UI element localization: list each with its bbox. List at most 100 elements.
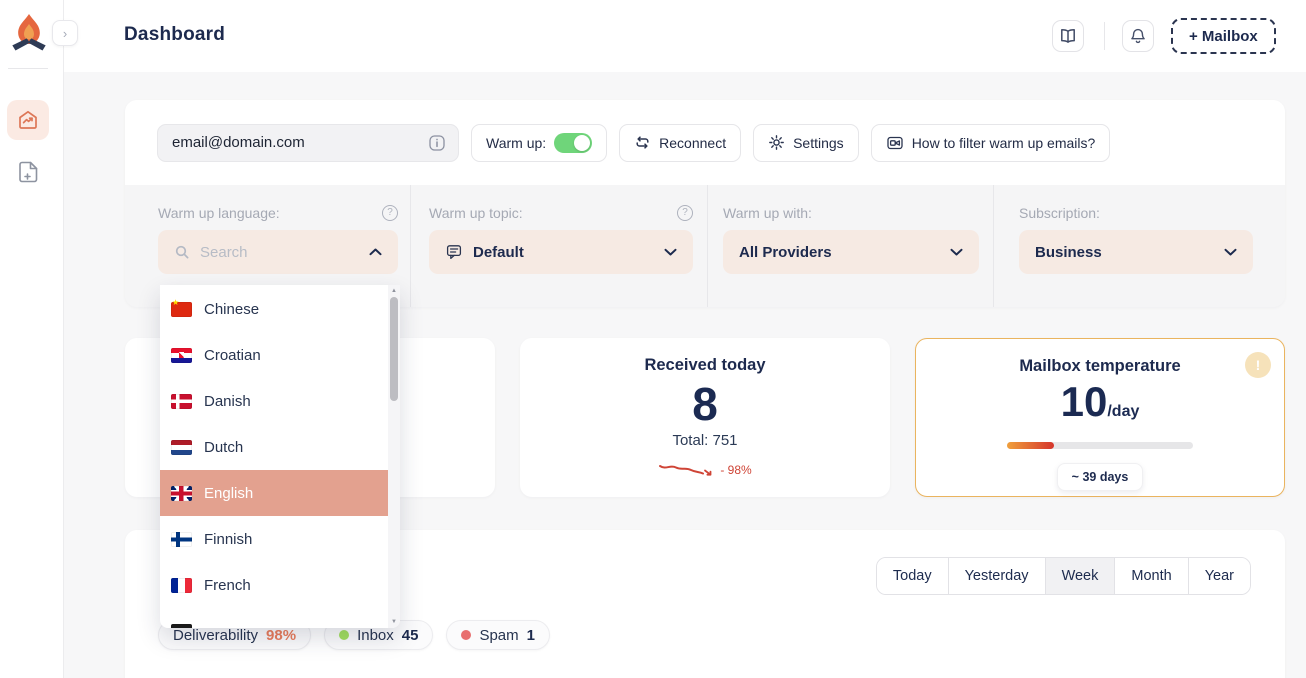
language-option[interactable] [160, 608, 388, 628]
language-option-english[interactable]: English [160, 470, 388, 516]
notifications-button[interactable] [1122, 20, 1154, 52]
reconnect-label: Reconnect [659, 134, 727, 151]
scrollbar-thumb[interactable] [390, 297, 398, 401]
cn-flag-icon [171, 298, 192, 317]
chevron-up-icon [369, 248, 382, 256]
language-label: Warm up language: [158, 205, 280, 221]
language-option-label: Chinese [204, 300, 260, 318]
temperature-progress-track [1007, 442, 1193, 449]
language-select[interactable]: Search [158, 230, 398, 274]
reconnect-button[interactable]: Reconnect [619, 123, 742, 162]
repeat-icon [634, 134, 651, 151]
fi-flag-icon [171, 531, 192, 547]
topic-select[interactable]: Default [429, 230, 693, 274]
chevron-right-icon: › [62, 25, 68, 41]
settings-label: Settings [793, 134, 844, 151]
add-mailbox-button[interactable]: + Mailbox [1171, 18, 1276, 54]
trend-down-icon [658, 461, 714, 479]
subscription-select[interactable]: Business [1019, 230, 1253, 274]
legend-value: 1 [526, 626, 535, 644]
filter-provider: Warm up with: All Providers [707, 185, 993, 307]
trend-value: - 98% [720, 462, 752, 477]
page-title: Dashboard [124, 24, 226, 45]
nl-flag-icon [171, 439, 192, 455]
warmup-toggle[interactable] [554, 132, 593, 153]
dk-flag-icon [171, 393, 192, 409]
temperature-value: 10 [1060, 378, 1108, 425]
trend-row: - 98% [520, 461, 890, 479]
sidebar-item-dashboard[interactable] [7, 100, 49, 140]
home-trend-icon [16, 108, 40, 132]
language-option-croatian[interactable]: Croatian [160, 332, 388, 378]
info-icon[interactable] [428, 134, 446, 152]
email-field[interactable] [157, 123, 459, 162]
question-icon[interactable]: ? [382, 205, 398, 221]
how-to-filter-button[interactable]: How to filter warm up emails? [870, 123, 1111, 162]
topbar [64, 0, 1306, 72]
warmup-label: Warm up: [486, 134, 547, 151]
dropdown-scrollbar[interactable]: ▲ ▼ [388, 285, 400, 628]
fr-flag-icon [171, 577, 192, 593]
language-option-finnish[interactable]: Finnish [160, 516, 388, 562]
sidebar-item-add-mailbox[interactable] [7, 152, 49, 192]
legend-label: Deliverability [173, 626, 259, 644]
spam-dot-icon [461, 630, 472, 640]
tab-today[interactable]: Today [876, 558, 948, 594]
temperature-eta-badge: ~ 39 days [1056, 463, 1144, 491]
tab-yesterday[interactable]: Yesterday [947, 558, 1045, 594]
subscription-value: Business [1035, 243, 1102, 261]
filter-subscription: Subscription: Business [993, 185, 1285, 307]
legend-label: Inbox [357, 626, 394, 644]
tab-month[interactable]: Month [1114, 558, 1188, 594]
search-icon [174, 244, 190, 260]
provider-select[interactable]: All Providers [723, 230, 979, 274]
docs-button[interactable] [1052, 20, 1084, 52]
mailbox-temperature-card: ! Mailbox temperature 10 /day ~ 39 days [915, 338, 1285, 497]
temperature-title: Mailbox temperature [1019, 357, 1181, 375]
mailbox-settings-card: Warm up: Reconnect [125, 100, 1285, 307]
legend-value: 98% [266, 626, 297, 644]
language-option-label: Croatian [204, 346, 261, 364]
video-icon [886, 134, 904, 152]
scroll-down-icon[interactable]: ▼ [391, 619, 397, 625]
received-today-title: Received today [644, 356, 766, 374]
language-option-chinese[interactable]: Chinese [160, 286, 388, 332]
topbar-divider [1104, 22, 1105, 50]
received-today-value: 8 [692, 378, 718, 430]
language-option-danish[interactable]: Danish [160, 378, 388, 424]
received-today-card: Received today 8 Total: 751 - 98% [520, 338, 890, 497]
email-input[interactable] [172, 134, 420, 151]
inbox-dot-icon [339, 630, 350, 640]
filter-row: Warm up language: ? Search [125, 185, 1285, 307]
legend-value: 45 [401, 626, 419, 644]
bell-icon [1129, 27, 1147, 45]
gb-flag-icon [171, 485, 192, 501]
legend-spam[interactable]: Spam 1 [446, 620, 550, 650]
scroll-up-icon[interactable]: ▲ [391, 288, 397, 294]
language-list: Chinese Croatian Danish Dutch English Finnish… [160, 286, 388, 628]
chevron-down-icon [1224, 248, 1237, 256]
temperature-progress-fill [1007, 442, 1054, 449]
settings-button[interactable]: Settings [753, 123, 859, 162]
email-row: Warm up: Reconnect [125, 100, 1285, 185]
question-icon[interactable]: ? [677, 205, 693, 221]
sidebar [0, 0, 64, 678]
language-option-label: French [204, 576, 251, 594]
warmup-toggle-group: Warm up: [471, 123, 608, 162]
book-icon [1059, 27, 1077, 45]
sidebar-divider [8, 68, 48, 69]
tab-week[interactable]: Week [1044, 558, 1115, 594]
temperature-value-row: 10 /day [916, 378, 1284, 426]
sidebar-collapse-button[interactable]: › [52, 20, 78, 46]
exclamation-icon[interactable]: ! [1245, 352, 1271, 378]
filter-language: Warm up language: ? Search [125, 185, 410, 307]
tab-year[interactable]: Year [1187, 558, 1250, 594]
subscription-label: Subscription: [1019, 205, 1100, 221]
chevron-down-icon [950, 248, 963, 256]
topic-value: Default [473, 243, 524, 261]
language-option-french[interactable]: French [160, 562, 388, 608]
language-option-dutch[interactable]: Dutch [160, 424, 388, 470]
chevron-down-icon [664, 248, 677, 256]
language-option-label: Dutch [204, 438, 244, 456]
